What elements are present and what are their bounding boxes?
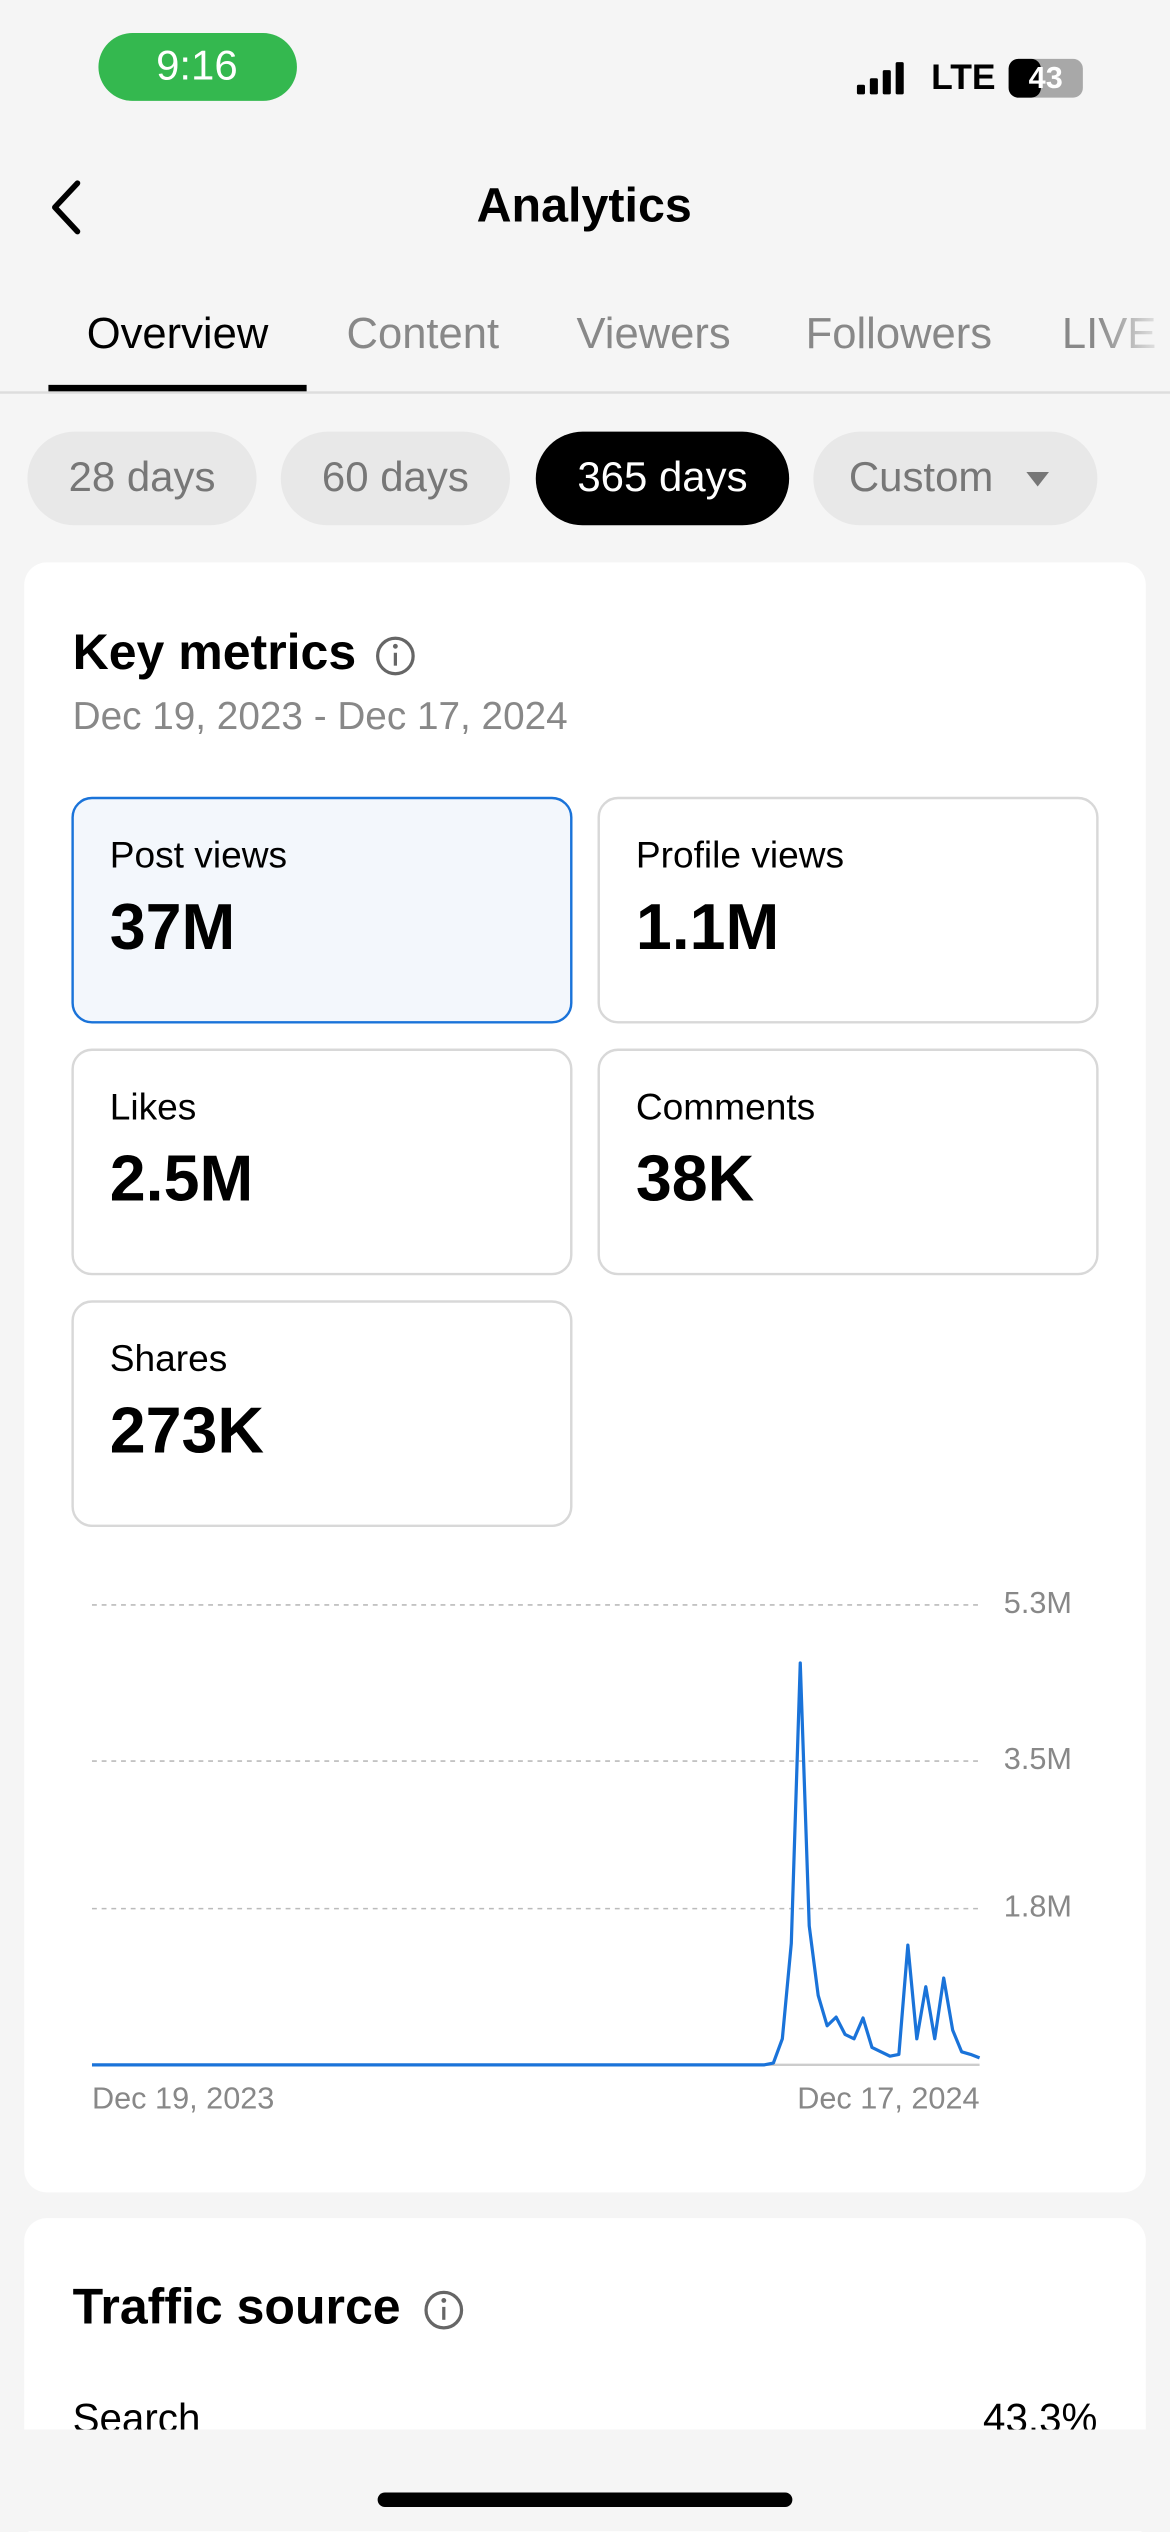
range-label[interactable]: 28 days (69, 453, 216, 500)
metric-card[interactable] (71, 1048, 573, 1276)
metric-card[interactable] (597, 796, 1099, 1024)
tab[interactable]: Followers (806, 310, 992, 358)
y-tick-label: 1.8M (1004, 1890, 1072, 1924)
x-tick-label: Dec 17, 2024 (797, 2081, 979, 2115)
range-pill[interactable] (27, 431, 257, 526)
info-icon[interactable] (424, 2290, 464, 2330)
metric-value: 1.1M (636, 891, 780, 963)
tab[interactable]: Overview (87, 310, 269, 358)
metric-card[interactable] (597, 1048, 1099, 1276)
y-tick-label: 5.3M (1004, 1586, 1072, 1620)
battery-text: 43 (1029, 61, 1063, 95)
home-area (0, 2429, 1170, 2532)
metric-value: 38K (636, 1143, 755, 1215)
network: LTE (931, 57, 995, 97)
metric-cards: Post views 37M Profile views 1.1M Likes 2.5M C… (71, 796, 1099, 1528)
ranges: 28 days 60 days 365 days Custom (27, 431, 1098, 526)
metric-value: 37M (110, 891, 236, 963)
x-tick-label: Dec 19, 2023 (92, 2081, 274, 2115)
metric-label: Post views (110, 834, 287, 876)
tab[interactable]: Content (347, 310, 500, 358)
range-pill[interactable] (813, 431, 1098, 526)
metric-card[interactable] (71, 1300, 573, 1528)
signal (856, 62, 904, 95)
metric-card[interactable] (71, 796, 573, 1024)
traffic-title: Traffic source (73, 2278, 401, 2334)
back-button[interactable] (52, 180, 81, 235)
home-indicator[interactable] (377, 2492, 793, 2508)
range-pill[interactable] (280, 431, 510, 526)
range-label[interactable]: 365 days (577, 453, 747, 500)
metric-label: Profile views (636, 834, 844, 876)
header-title: Analytics (477, 179, 692, 233)
info-icon[interactable] (376, 636, 415, 676)
range-pill[interactable] (535, 431, 790, 526)
battery-level (1008, 58, 1041, 98)
tab-divider (0, 391, 1170, 394)
tab-underline (48, 384, 307, 392)
date-range: Dec 19, 2023 - Dec 17, 2024 (73, 695, 568, 738)
range-label[interactable]: Custom (849, 453, 994, 500)
y-tick-label: 3.5M (1004, 1742, 1072, 1776)
metric-label: Shares (110, 1337, 228, 1379)
metric-value: 273K (110, 1394, 265, 1466)
tabs: OverviewContentViewersFollowersLIVE (87, 275, 1170, 389)
metric-label: Comments (636, 1085, 815, 1127)
series-line (91, 1661, 981, 2067)
tab[interactable]: Viewers (577, 310, 731, 358)
metric-value: 2.5M (110, 1143, 253, 1215)
dropdown-arrow (1026, 472, 1049, 487)
time-pill (98, 33, 297, 101)
tab-fade (1097, 275, 1170, 389)
time: 9:16 (156, 42, 238, 89)
range-label[interactable]: 60 days (322, 453, 469, 500)
metric-label: Likes (110, 1085, 197, 1127)
metrics-title: Key metrics (73, 624, 357, 680)
chart: 1.8M 3.5M 5.3M Dec 19, 2023 Dec 17, 2024 (92, 1586, 1072, 2115)
